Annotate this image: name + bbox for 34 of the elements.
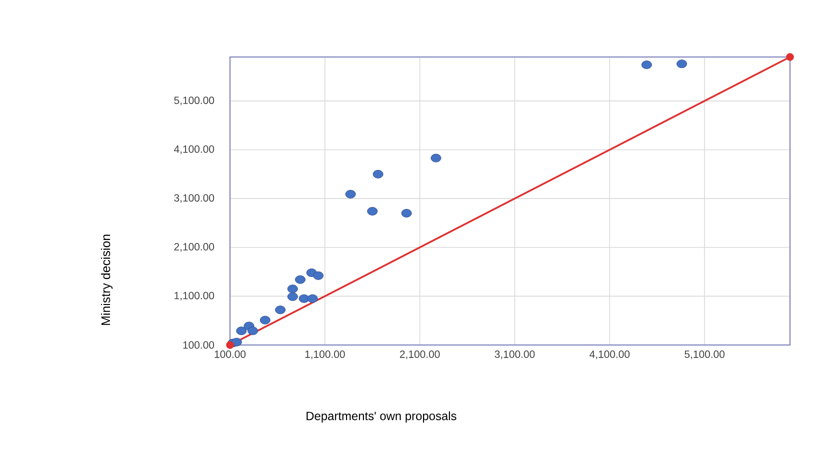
x-tick-label: 1,100.00 bbox=[305, 350, 345, 360]
y-tick-label: 2,100.00 bbox=[174, 243, 214, 252]
x-tick-label: 4,100.00 bbox=[590, 350, 630, 360]
x-tick-label: 5,100.00 bbox=[684, 350, 725, 360]
point bbox=[236, 326, 247, 336]
x-tick-label: 100.00 bbox=[214, 350, 246, 358]
point bbox=[287, 292, 298, 301]
point bbox=[248, 326, 258, 336]
x-tick-label: 2,100.00 bbox=[400, 350, 440, 360]
y-tick-label: 3,100.00 bbox=[174, 194, 214, 203]
point bbox=[372, 170, 384, 178]
point bbox=[298, 294, 310, 303]
point bbox=[294, 275, 306, 284]
point bbox=[275, 306, 286, 314]
point bbox=[367, 207, 378, 216]
point bbox=[313, 271, 324, 280]
point bbox=[287, 284, 298, 294]
point bbox=[641, 60, 652, 70]
point bbox=[231, 338, 242, 346]
y-tick-label: 5,100.00 bbox=[174, 96, 214, 106]
point bbox=[401, 208, 412, 218]
point bbox=[307, 294, 318, 303]
y-tick-label: 1,100.00 bbox=[174, 292, 214, 301]
x-tick-label: 3,100.00 bbox=[494, 350, 535, 360]
y-tick-label: 100.00 bbox=[183, 341, 214, 349]
point bbox=[430, 154, 442, 162]
point bbox=[345, 190, 356, 198]
y-axis-title: Ministry decision bbox=[100, 234, 113, 325]
x-axis-title: Departments' own proposals bbox=[306, 411, 456, 423]
point bbox=[226, 341, 234, 349]
point bbox=[676, 60, 688, 68]
point bbox=[260, 316, 270, 324]
y-tick-label: 4,100.00 bbox=[174, 145, 214, 154]
point bbox=[786, 53, 794, 61]
